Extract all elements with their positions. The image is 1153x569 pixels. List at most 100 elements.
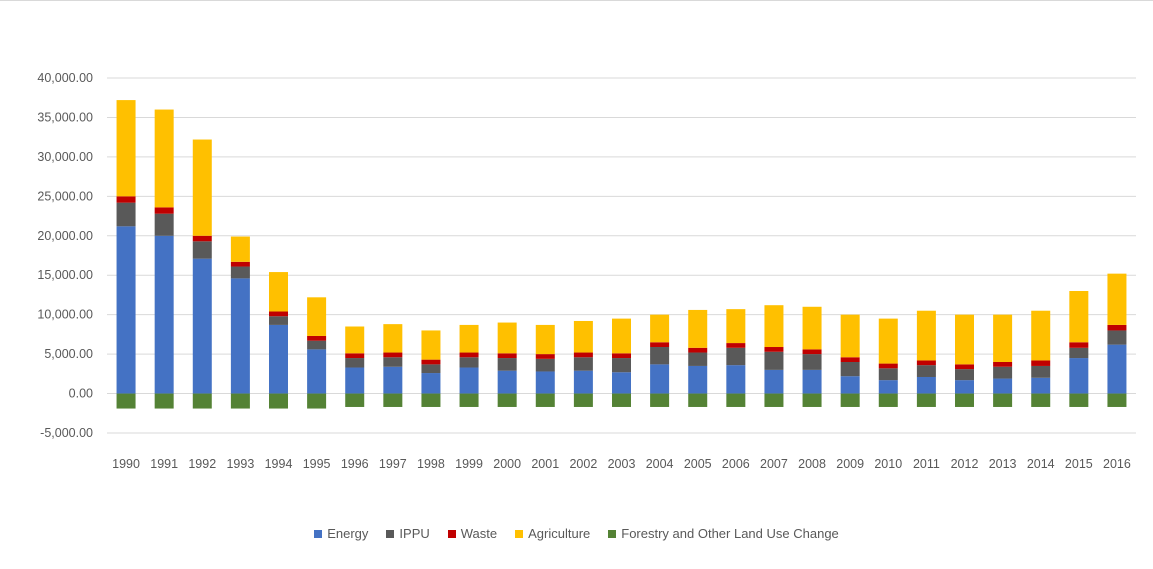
- bar-forestry-and-other-land-use-change-2013: [993, 393, 1013, 407]
- bar-waste-2007: [764, 347, 784, 352]
- bar-energy-2015: [1069, 358, 1089, 394]
- y-tick-label: 40,000.00: [37, 71, 93, 85]
- x-tick-label: 2006: [722, 457, 750, 471]
- y-tick-label: 5,000.00: [44, 347, 93, 361]
- x-tick-label: 2000: [493, 457, 521, 471]
- bar-forestry-and-other-land-use-change-1994: [269, 393, 288, 409]
- bar-agriculture-2016: [1107, 273, 1127, 325]
- bar-ippu-2008: [802, 354, 822, 370]
- bar-ippu-2007: [764, 351, 784, 370]
- bar-agriculture-1997: [383, 324, 403, 353]
- legend-label: Waste: [460, 526, 498, 541]
- bar-forestry-and-other-land-use-change-1998: [421, 393, 441, 407]
- y-tick-label: 20,000.00: [37, 229, 93, 243]
- x-tick-label: 2008: [798, 457, 826, 471]
- bar-forestry-and-other-land-use-change-2004: [650, 393, 670, 407]
- legend-swatch: [608, 529, 617, 538]
- bar-ippu-2012: [955, 369, 974, 381]
- bar-forestry-and-other-land-use-change-2002: [573, 393, 593, 407]
- bar-ippu-1998: [421, 364, 441, 374]
- bar-waste-2011: [916, 360, 936, 366]
- bar-waste-1997: [383, 352, 403, 358]
- x-tick-label: 2001: [531, 457, 559, 471]
- bar-waste-2015: [1069, 342, 1089, 348]
- bar-forestry-and-other-land-use-change-2015: [1069, 393, 1089, 407]
- x-tick-label: 2005: [684, 457, 712, 471]
- bar-ippu-2014: [1031, 365, 1051, 378]
- bar-energy-2013: [993, 378, 1013, 394]
- bar-energy-2016: [1107, 344, 1127, 394]
- bar-energy-2011: [916, 376, 936, 394]
- x-tick-label: 2013: [989, 457, 1017, 471]
- bar-waste-2016: [1107, 324, 1127, 331]
- x-tick-label: 1991: [150, 457, 178, 471]
- bar-energy-2000: [497, 370, 517, 394]
- x-tick-label: 1994: [265, 457, 293, 471]
- x-tick-label: 1997: [379, 457, 407, 471]
- bar-energy-1997: [383, 366, 403, 394]
- y-axis-tick-labels: 40,000.00 35,000.00 30,000.00 25,000.00 20,0…: [37, 71, 93, 440]
- bar-waste-1998: [421, 359, 441, 365]
- x-tick-label: 2010: [874, 457, 902, 471]
- bar-waste-2012: [955, 364, 974, 370]
- bar-forestry-and-other-land-use-change-1990: [116, 393, 136, 409]
- x-tick-label: 2015: [1065, 457, 1093, 471]
- bar-waste-1999: [459, 352, 479, 358]
- bar-waste-2002: [573, 352, 593, 358]
- bar-waste-1994: [269, 311, 288, 317]
- bar-agriculture-2003: [612, 318, 631, 354]
- bar-ippu-1991: [154, 213, 174, 236]
- x-tick-label: 2007: [760, 457, 788, 471]
- bar-agriculture-2010: [878, 318, 898, 364]
- x-tick-label: 1998: [417, 457, 445, 471]
- x-tick-label: 1999: [455, 457, 483, 471]
- x-tick-label: 2002: [569, 457, 597, 471]
- bar-energy-2003: [612, 372, 631, 394]
- x-tick-label: 2009: [836, 457, 864, 471]
- bar-waste-2003: [612, 353, 631, 359]
- bar-ippu-2011: [916, 365, 936, 377]
- bar-ippu-2009: [840, 362, 860, 377]
- bar-ippu-2002: [573, 357, 593, 371]
- y-tick-label: 15,000.00: [37, 268, 93, 282]
- legend-item: Waste: [447, 526, 498, 541]
- bar-ippu-1995: [307, 340, 327, 350]
- bar-forestry-and-other-land-use-change-2016: [1107, 393, 1127, 407]
- bar-forestry-and-other-land-use-change-1996: [345, 393, 365, 407]
- bar-ippu-2003: [612, 358, 631, 373]
- legend-swatch: [447, 529, 456, 538]
- legend-swatch: [314, 529, 323, 538]
- bar-forestry-and-other-land-use-change-2005: [688, 393, 708, 407]
- bar-agriculture-2005: [688, 309, 708, 348]
- bar-energy-2007: [764, 369, 784, 394]
- bar-energy-2012: [955, 380, 974, 394]
- bar-ippu-2010: [878, 368, 898, 381]
- y-tick-label: -5,000.00: [40, 426, 93, 440]
- bar-waste-1990: [116, 196, 136, 203]
- bar-energy-2008: [802, 369, 822, 394]
- bar-forestry-and-other-land-use-change-2006: [726, 393, 746, 407]
- y-tick-label: 30,000.00: [37, 150, 93, 164]
- bar-waste-1995: [307, 335, 327, 341]
- bar-forestry-and-other-land-use-change-2003: [612, 393, 631, 407]
- bar-forestry-and-other-land-use-change-1993: [230, 393, 250, 409]
- bar-agriculture-1991: [154, 109, 174, 208]
- bar-waste-2010: [878, 363, 898, 369]
- bar-energy-2002: [573, 370, 593, 394]
- x-tick-label: 2011: [913, 457, 940, 471]
- bars: [116, 100, 1127, 409]
- bar-forestry-and-other-land-use-change-2014: [1031, 393, 1051, 407]
- bar-energy-1994: [269, 324, 288, 394]
- bar-agriculture-2012: [955, 314, 974, 365]
- bar-agriculture-2006: [726, 309, 746, 344]
- bar-ippu-1990: [116, 202, 136, 227]
- legend-item: IPPU: [386, 526, 430, 541]
- bar-waste-2013: [993, 362, 1013, 367]
- bar-energy-2009: [840, 376, 860, 394]
- bar-agriculture-2007: [764, 305, 784, 348]
- bar-energy-2005: [688, 365, 708, 394]
- bar-waste-1991: [154, 207, 174, 214]
- bar-agriculture-1990: [116, 100, 136, 197]
- bar-forestry-and-other-land-use-change-1991: [154, 393, 174, 409]
